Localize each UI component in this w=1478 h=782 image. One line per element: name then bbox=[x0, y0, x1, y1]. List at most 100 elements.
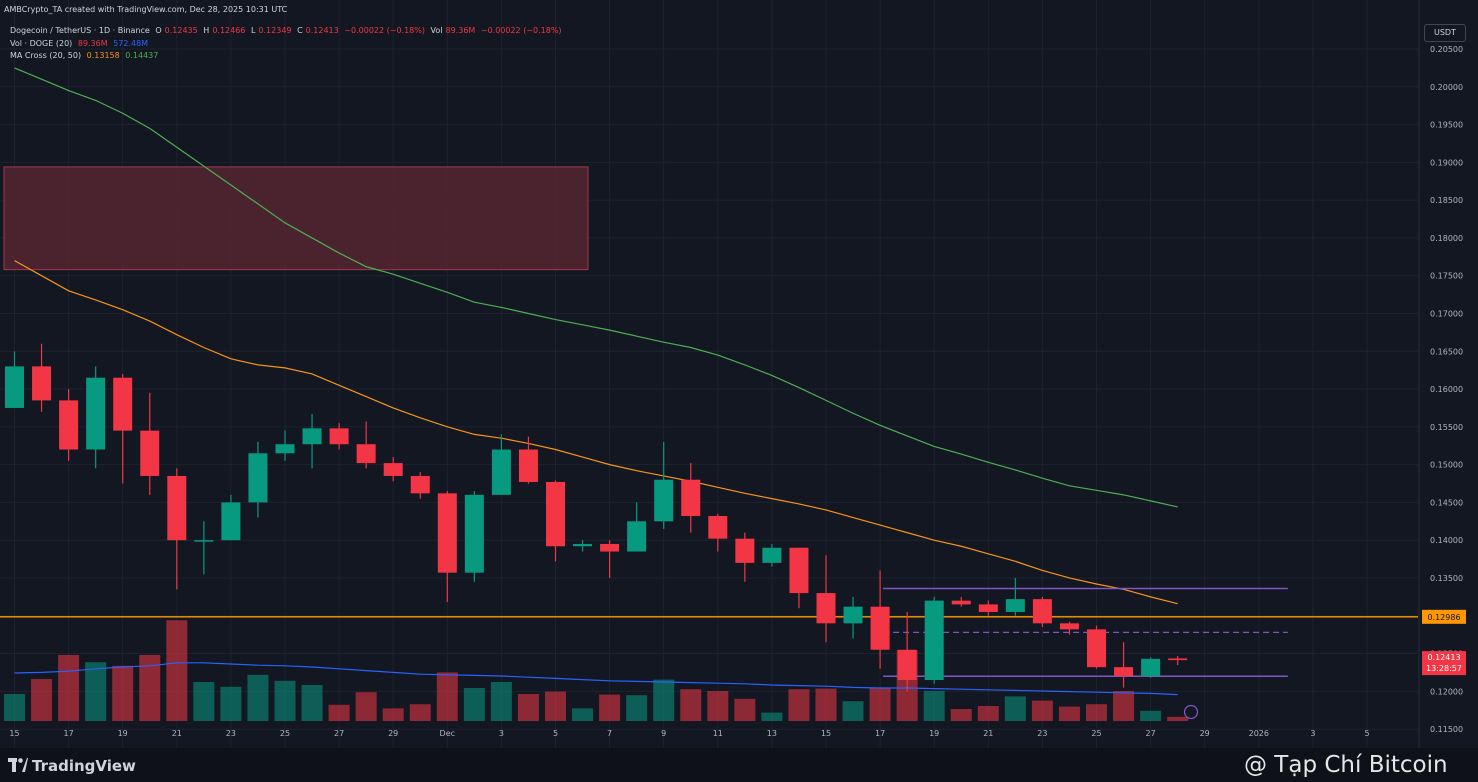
bar-countdown-label: 13:28:57 bbox=[1426, 664, 1462, 673]
candle-body bbox=[1141, 658, 1161, 677]
volume-bar bbox=[463, 688, 485, 721]
candle-body bbox=[221, 502, 241, 541]
volume-bar bbox=[572, 708, 594, 721]
x-tick-label: 13 bbox=[767, 729, 777, 738]
volume-bar bbox=[31, 679, 53, 721]
candle-body bbox=[627, 521, 647, 552]
x-tick-label: 25 bbox=[1091, 729, 1101, 738]
tradingview-logo[interactable]: TradingView bbox=[8, 757, 136, 775]
volume-bar bbox=[599, 694, 621, 721]
candle-body bbox=[600, 543, 620, 552]
volume-bar bbox=[247, 674, 269, 721]
x-tick-label: 19 bbox=[118, 729, 128, 738]
candle-body bbox=[1032, 599, 1052, 624]
volume-bar bbox=[436, 672, 458, 721]
x-tick-label: 5 bbox=[1364, 729, 1369, 738]
candle-body bbox=[870, 606, 890, 650]
x-tick-label: 21 bbox=[172, 729, 182, 738]
alert-clock-icon bbox=[1183, 704, 1199, 720]
volume-bar bbox=[842, 701, 864, 721]
volume-bar bbox=[1058, 706, 1080, 721]
volume-bar bbox=[58, 655, 80, 721]
volume-bar bbox=[85, 662, 107, 721]
volume-bar bbox=[1140, 710, 1162, 721]
low-value: 0.12349 bbox=[258, 26, 292, 35]
y-tick-label: 0.16000 bbox=[1430, 385, 1463, 394]
volume-legend[interactable]: Vol · DOGE (20) 89.36M 572.48M bbox=[10, 38, 151, 49]
volume-bar bbox=[382, 708, 404, 721]
candle-body bbox=[843, 606, 863, 624]
candle-body bbox=[1087, 629, 1106, 668]
volume-bar bbox=[707, 691, 729, 721]
volume-bar bbox=[788, 689, 810, 721]
resistance-zone bbox=[3, 166, 589, 271]
candle-body bbox=[329, 428, 349, 445]
volume-bar bbox=[328, 704, 350, 721]
candle-body bbox=[383, 463, 403, 476]
vol-change-value: −0.00022 (−0.18%) bbox=[480, 26, 562, 35]
ma-cross-legend[interactable]: MA Cross (20, 50) 0.13158 0.14437 bbox=[10, 50, 161, 61]
tradingview-logo-icon bbox=[8, 758, 28, 772]
y-tick-label: 0.15500 bbox=[1430, 423, 1463, 432]
x-tick-label: 11 bbox=[713, 729, 723, 738]
y-tick-label: 0.20000 bbox=[1430, 83, 1463, 92]
level-price-tag bbox=[1422, 609, 1466, 624]
candle-body bbox=[437, 493, 457, 573]
vol-value: 89.36M bbox=[445, 26, 476, 35]
volume-ma-line bbox=[14, 662, 1178, 696]
volume-bar bbox=[274, 680, 296, 721]
publisher-watermark: @ Tạp Chí Bitcoin bbox=[1244, 752, 1448, 778]
ma-fast-value: 0.13158 bbox=[86, 51, 120, 60]
x-tick-label: 17 bbox=[875, 729, 885, 738]
candle-body bbox=[1005, 599, 1025, 612]
x-tick-label: 27 bbox=[334, 729, 344, 738]
candle-body bbox=[1168, 658, 1188, 661]
x-tick-label: 9 bbox=[661, 729, 666, 738]
candle-body bbox=[59, 400, 79, 450]
candle-body bbox=[5, 366, 24, 408]
candle-body bbox=[951, 600, 971, 605]
change-value: −0.00022 (−0.18%) bbox=[344, 26, 425, 35]
x-tick-label: 17 bbox=[64, 729, 74, 738]
candle-body bbox=[762, 547, 782, 563]
volume-bar bbox=[517, 694, 539, 721]
volume-bar bbox=[626, 695, 648, 721]
level-price-label: 0.12986 bbox=[1427, 613, 1460, 622]
x-tick-label: 3 bbox=[499, 729, 504, 738]
x-tick-label: 21 bbox=[983, 729, 993, 738]
x-tick-label: 23 bbox=[1037, 729, 1047, 738]
volume-ma-legend-value: 572.48M bbox=[113, 39, 149, 48]
x-tick-label: 29 bbox=[388, 729, 398, 738]
y-tick-label: 0.11500 bbox=[1430, 725, 1463, 734]
y-tick-label: 0.19000 bbox=[1430, 158, 1463, 167]
y-tick-label: 0.13500 bbox=[1430, 574, 1463, 583]
volume-bar bbox=[545, 691, 566, 721]
candle-body bbox=[681, 479, 701, 517]
candle-body bbox=[1059, 623, 1079, 630]
x-tick-label: 3 bbox=[1310, 729, 1315, 738]
y-tick-label: 0.16500 bbox=[1430, 347, 1463, 356]
symbol-legend[interactable]: Dogecoin / TetherUS · 1D · Binance O 0.12… bbox=[10, 25, 565, 36]
candle-body bbox=[410, 475, 430, 494]
volume-bar bbox=[4, 694, 25, 721]
tradingview-brand: TradingView bbox=[32, 757, 136, 775]
volume-bar bbox=[653, 679, 675, 721]
candle-body bbox=[491, 449, 511, 495]
currency-button[interactable]: USDT bbox=[1424, 24, 1466, 42]
candle-body bbox=[113, 377, 133, 431]
volume-bar bbox=[1113, 691, 1135, 721]
high-label: H bbox=[203, 26, 210, 35]
x-tick-label: 15 bbox=[9, 729, 19, 738]
close-label: C bbox=[297, 26, 303, 35]
y-tick-label: 0.18000 bbox=[1430, 234, 1463, 243]
volume-bar bbox=[112, 665, 134, 721]
close-value: 0.12413 bbox=[305, 26, 339, 35]
candle-body bbox=[897, 649, 917, 680]
x-tick-label: 27 bbox=[1146, 729, 1156, 738]
x-tick-label: 25 bbox=[280, 729, 290, 738]
candle-body bbox=[194, 540, 214, 542]
volume-bar bbox=[139, 655, 161, 721]
ma50-line bbox=[14, 67, 1178, 508]
